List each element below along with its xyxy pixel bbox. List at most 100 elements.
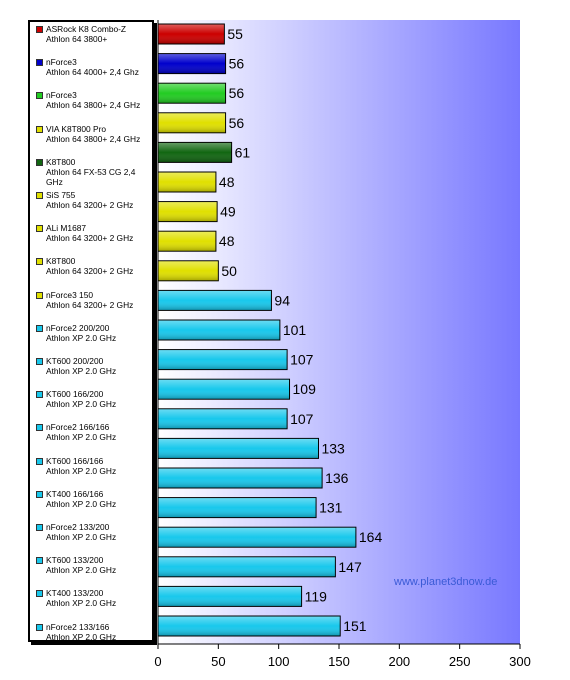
legend-label: ASRock K8 Combo-Z (46, 24, 127, 34)
legend-label: KT600 166/200 (46, 389, 104, 400)
legend: ASRock K8 Combo-Z Athlon 64 3800+ nForce3 A… (28, 20, 154, 642)
data-label: 107 (290, 411, 314, 427)
data-label: 109 (293, 381, 317, 397)
legend-swatch (36, 125, 43, 133)
bar-shading (158, 498, 316, 518)
legend-sublabel: Athlon 64 4000+ 2,4 Ghz (46, 67, 139, 78)
bar-shading (158, 54, 226, 74)
legend-label: nForce2 200/200 (46, 322, 110, 333)
bar-shading (158, 202, 217, 222)
legend-sublabel: Athlon XP 2.0 GHz (46, 332, 117, 343)
bar-shading (158, 320, 280, 340)
legend-label: KT400 166/166 (46, 488, 104, 499)
data-label: 61 (235, 144, 251, 160)
legend-label: nForce2 166/166 (46, 422, 110, 433)
legend-label: nForce3 (46, 57, 77, 68)
x-tick-label: 200 (388, 654, 410, 669)
legend-sublabel: Athlon 64 3200+ 2 GHz (46, 233, 134, 244)
data-label: 136 (325, 470, 349, 486)
legend-label: KT600 200/200 (46, 356, 104, 366)
x-tick-label: 0 (154, 654, 161, 669)
x-tick-label: 100 (268, 654, 290, 669)
data-label: 50 (221, 263, 237, 279)
bar-shading (158, 379, 290, 399)
data-label: 48 (219, 174, 235, 190)
legend-swatch (36, 158, 43, 166)
legend-swatch (36, 291, 43, 299)
bar-shading (158, 142, 232, 162)
bar-shading (158, 261, 218, 281)
x-tick-label: 50 (211, 654, 225, 669)
legend-label: KT600 133/200 (46, 555, 104, 566)
data-label: 101 (283, 322, 307, 338)
legend-sublabel: Athlon 64 3800+ 2,4 GHz (46, 133, 141, 144)
legend-label: K8T800 (46, 156, 76, 167)
bar-shading (158, 438, 318, 458)
legend-sublabel: Athlon 64 3800+ (46, 34, 108, 44)
legend-sublabel: Athlon XP 2.0 GHz (46, 465, 117, 476)
legend-sublabel: Athlon XP 2.0 GHz (46, 432, 117, 443)
bar-shading (158, 290, 271, 310)
data-label: 94 (274, 292, 290, 308)
legend-swatch (36, 324, 43, 332)
legend-swatch (36, 258, 43, 266)
legend-sublabel: Athlon 64 3200+ 2 GHz (46, 299, 134, 310)
legend-sublabel: Athlon 64 3200+ 2 GHz (46, 200, 134, 210)
bar-shading (158, 231, 216, 251)
legend-sublabel: Athlon XP 2.0 GHz (46, 399, 117, 410)
legend-swatch (36, 26, 43, 33)
legend-swatch (36, 557, 43, 565)
bar-shading (158, 83, 226, 103)
legend-label: SiS 755 (46, 190, 76, 200)
bar-shading (158, 350, 287, 370)
legend-swatch (36, 524, 43, 531)
legend-swatch (36, 457, 43, 465)
x-tick-label: 300 (509, 654, 531, 669)
watermark: www.planet3dnow.de (394, 576, 498, 588)
x-tick-label: 150 (328, 654, 350, 669)
bar-shading (158, 586, 302, 606)
legend-sublabel: Athlon XP 2.0 GHz (46, 631, 117, 642)
legend-sublabel: Athlon XP 2.0 GHz (46, 598, 117, 609)
bar-shading (158, 172, 216, 192)
data-label: 164 (359, 529, 383, 545)
data-label: 48 (219, 233, 235, 249)
legend-label: nForce2 133/166 (46, 621, 110, 632)
bar-shading (158, 409, 287, 429)
data-label: 133 (321, 440, 345, 456)
data-label: 56 (229, 85, 245, 101)
data-label: 131 (319, 500, 343, 516)
legend-sublabel: Athlon XP 2.0 GHz (46, 366, 117, 376)
bar-shading (158, 527, 356, 547)
legend-label: KT600 166/166 (46, 455, 104, 466)
legend-sublabel: Athlon XP 2.0 GHz (46, 498, 117, 509)
legend-label: K8T800 (46, 256, 76, 267)
bar-shading (158, 468, 322, 488)
data-label: 147 (338, 559, 362, 575)
legend-sublabel: Athlon 64 3800+ 2,4 GHz (46, 100, 141, 111)
legend-label: KT400 133/200 (46, 588, 104, 599)
legend-swatch (36, 391, 43, 399)
legend-label: nForce2 133/200 (46, 522, 110, 532)
legend-sublabel: Athlon XP 2.0 GHz (46, 532, 117, 542)
data-label: 119 (305, 588, 328, 604)
legend-sublabel: Athlon XP 2.0 GHz (46, 565, 117, 576)
bar-shading (158, 557, 335, 577)
legend-swatch (36, 623, 43, 631)
legend-swatch (36, 92, 43, 100)
legend-swatch (36, 358, 43, 365)
legend-label: ALi M1687 (46, 223, 87, 234)
legend-label: nForce3 150 (46, 289, 94, 300)
legend-swatch (36, 424, 43, 432)
data-label: 56 (229, 115, 245, 131)
bar-shading (158, 24, 224, 44)
legend-sublabel: Athlon 64 3200+ 2 GHz (46, 266, 134, 277)
legend-sublabel: Athlon 64 FX-53 CG 2,4 GHz (46, 166, 136, 187)
data-label: 49 (220, 204, 236, 220)
legend-label: nForce3 (46, 90, 77, 101)
x-tick-label: 250 (449, 654, 471, 669)
legend-swatch (36, 490, 43, 498)
legend-label: VIA K8T800 Pro (46, 123, 107, 134)
legend-swatch (36, 59, 43, 67)
